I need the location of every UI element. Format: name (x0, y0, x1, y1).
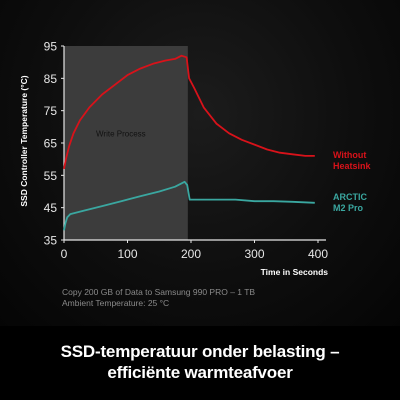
caption-bar (0, 326, 400, 400)
y-axis-label: SSD Controller Temperature (°C) (19, 75, 29, 206)
x-tick-label: 400 (308, 247, 328, 261)
y-tick-label: 65 (44, 137, 58, 151)
x-tick-label: 200 (181, 247, 201, 261)
footnote-line-2: Ambient Temperature: 25 °C (62, 298, 170, 308)
y-tick-label: 35 (44, 234, 58, 248)
write-process-region (64, 46, 188, 240)
series-line-2 (63, 180, 315, 231)
y-tick-label: 75 (44, 104, 58, 118)
y-tick-label: 95 (44, 40, 58, 54)
series-label-2: ARCTIC (333, 192, 367, 202)
x-axis-label: Time in Seconds (261, 267, 329, 277)
series-label-1: Heatsink (333, 161, 372, 171)
y-tick-label: 85 (44, 72, 58, 86)
y-tick-label: 55 (44, 169, 58, 183)
x-tick-label: 0 (61, 247, 68, 261)
series-label-2: M2 Pro (333, 203, 364, 213)
caption-line-2: efficiënte warmteafvoer (107, 363, 293, 382)
x-tick-label: 300 (244, 247, 264, 261)
series-line-1 (63, 54, 315, 170)
caption-line-1: SSD-temperatuur onder belasting – (60, 342, 340, 361)
series-label-1: Without (333, 150, 366, 160)
x-tick-label: 100 (117, 247, 137, 261)
y-tick-label: 45 (44, 201, 58, 215)
footnote-line-1: Copy 200 GB of Data to Samsung 990 PRO –… (62, 287, 256, 297)
write-process-label: Write Process (96, 130, 146, 139)
temperature-chart: Write Process 35 45 55 65 75 85 95 0 100 200 300 400… (19, 40, 372, 278)
